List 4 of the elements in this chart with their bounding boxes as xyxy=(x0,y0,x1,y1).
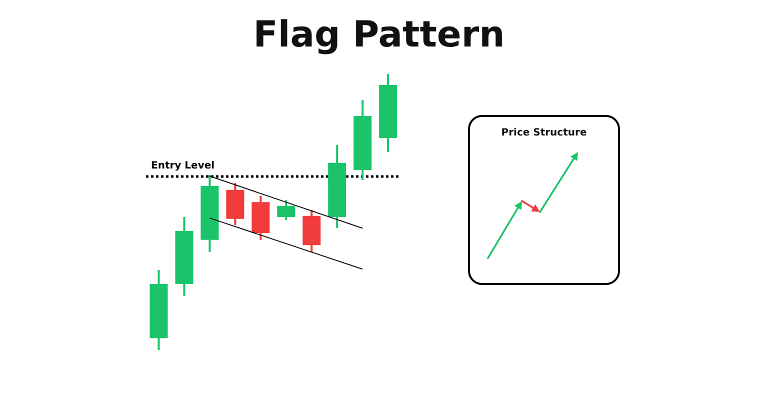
chart-title: Flag Pattern xyxy=(253,14,505,56)
ref-line-label: Entry Level xyxy=(151,160,215,172)
candlestick xyxy=(277,199,296,222)
text: Price Structure xyxy=(501,128,587,138)
